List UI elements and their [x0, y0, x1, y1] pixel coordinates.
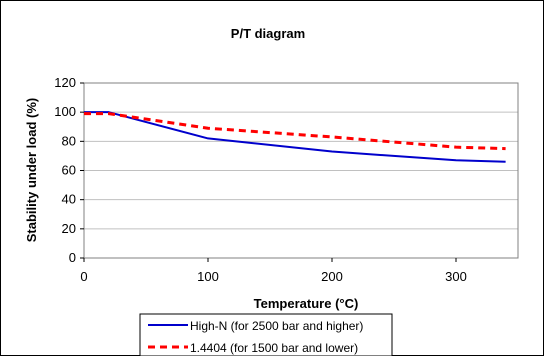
x-tick-label: 300	[445, 269, 467, 284]
y-tick-label: 120	[54, 75, 76, 90]
y-tick-label: 80	[62, 133, 76, 148]
x-tick-label: 0	[80, 269, 87, 284]
x-tick-label: 200	[321, 269, 343, 284]
legend-box	[139, 313, 393, 356]
chart-title: P/T diagram	[231, 26, 305, 41]
y-tick-label: 40	[62, 192, 76, 207]
y-tick-label: 20	[62, 221, 76, 236]
series-line-high-n	[84, 111, 506, 163]
series-line-1-4404	[84, 112, 506, 151]
series-layer	[84, 111, 506, 163]
x-axis-title: Temperature (°C)	[254, 296, 359, 311]
y-tick-label: 0	[69, 250, 76, 265]
y-tick-label: 60	[62, 163, 76, 178]
y-tick-label: 100	[54, 104, 76, 119]
y-axis-title: Stability under load (%)	[24, 98, 39, 242]
grid-lines	[84, 82, 518, 259]
legend-label-1-4404: 1.4404 (for 1500 bar and lower)	[190, 341, 358, 355]
x-axis-ticks: 0 100 200 300	[80, 258, 467, 284]
legend: High-N (for 2500 bar and higher) 1.4404 …	[139, 313, 393, 356]
legend-label-high-n: High-N (for 2500 bar and higher)	[190, 319, 363, 333]
y-axis-ticks: 0 20 40 60 80 100 120	[54, 75, 84, 265]
x-tick-label: 100	[197, 269, 219, 284]
